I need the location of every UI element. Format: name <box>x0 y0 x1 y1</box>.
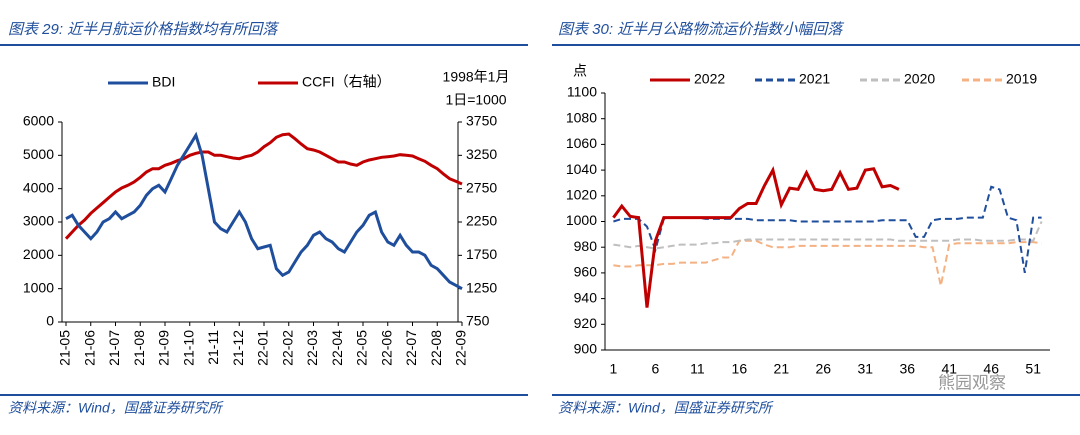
y-tick-label: 2000 <box>23 246 54 262</box>
y2-tick-label: 750 <box>466 313 490 329</box>
y-tick-label: 1020 <box>566 187 597 203</box>
annotation: 1998年1月 <box>443 69 510 85</box>
x-tick-label: 22-02 <box>279 330 295 366</box>
x-tick-label: 51 <box>1025 361 1041 377</box>
y-tick-label: 1060 <box>566 135 597 151</box>
x-tick-label: 6 <box>651 361 659 377</box>
y-tick-label: 4000 <box>23 179 54 195</box>
y-tick-label: 1040 <box>566 161 597 177</box>
x-tick-label: 22-04 <box>329 330 345 366</box>
data-line <box>65 131 463 291</box>
y-tick-label: 0 <box>46 313 54 329</box>
legend-label: 2020 <box>904 71 935 87</box>
x-tick-label: 36 <box>899 361 915 377</box>
x-tick-label: 26 <box>816 361 832 377</box>
x-tick-label: 21-11 <box>205 330 221 365</box>
y-tick-label: 920 <box>574 315 598 331</box>
y-tick-label: 1080 <box>566 109 597 125</box>
y2-tick-label: 3250 <box>466 146 497 162</box>
legend-label: 2019 <box>1006 71 1037 87</box>
source: 资料来源：Wind，国盛证券研究所 <box>558 400 774 416</box>
data-line <box>612 165 900 308</box>
x-tick-label: 22-01 <box>255 330 271 366</box>
x-tick-label: 21-09 <box>156 330 172 366</box>
y2-tick-label: 2250 <box>466 213 497 229</box>
legend-label: 2021 <box>799 71 830 87</box>
x-tick-label: 22-07 <box>403 330 419 366</box>
y-tick-label: 900 <box>574 341 598 357</box>
x-tick-label: 21-06 <box>81 330 97 366</box>
y2-tick-label: 1750 <box>466 246 497 262</box>
x-tick-label: 21-07 <box>106 330 122 366</box>
y-tick-label: 1000 <box>566 212 597 228</box>
data-line <box>613 239 1042 287</box>
x-tick-label: 31 <box>857 361 873 377</box>
x-tick-label: 21 <box>774 361 790 377</box>
x-tick-label: 22-05 <box>354 330 370 366</box>
y2-tick-label: 2750 <box>466 179 497 195</box>
x-tick-label: 11 <box>690 361 705 377</box>
x-tick-label: 22-08 <box>428 330 444 366</box>
y-tick-label: 980 <box>574 238 598 254</box>
x-tick-label: 46 <box>983 361 999 377</box>
y-tick-label: 3000 <box>23 213 54 229</box>
x-tick-label: 16 <box>732 361 748 377</box>
source: 资料来源：Wind，国盛证券研究所 <box>8 400 224 416</box>
watermark: 熊园观察 <box>938 373 1006 392</box>
x-tick-label: 21-05 <box>57 330 73 366</box>
legend-label: CCFI（右轴） <box>302 74 391 90</box>
y-tick-label: 1000 <box>23 279 54 295</box>
x-tick-label: 22-06 <box>378 330 394 366</box>
y-tick-label: 1100 <box>567 84 597 100</box>
y-tick-label: 940 <box>574 289 598 305</box>
x-tick-label: 22-03 <box>304 330 320 366</box>
x-tick-label: 21-10 <box>180 330 196 366</box>
y-tick-label: 6000 <box>23 113 54 129</box>
y-axis-label: 点 <box>573 63 587 79</box>
x-tick-label: 21-08 <box>131 330 147 366</box>
chart-title: 图表 30: 近半月公路物流运价指数小幅回落 <box>558 21 844 38</box>
data-line <box>613 185 1042 274</box>
chart-title: 图表 29: 近半月航运价格指数均有所回落 <box>8 21 279 38</box>
y2-tick-label: 1250 <box>466 279 497 295</box>
x-tick-label: 41 <box>941 361 957 377</box>
y-tick-label: 5000 <box>23 146 54 162</box>
x-tick-label: 22-09 <box>453 330 469 366</box>
data-line <box>613 221 1043 250</box>
annotation: 1日=1000 <box>445 92 506 108</box>
data-line <box>64 132 463 240</box>
y2-tick-label: 3750 <box>466 113 497 129</box>
x-tick-label: 1 <box>609 361 617 377</box>
legend-label: 2022 <box>694 71 725 87</box>
x-tick-label: 21-12 <box>230 330 246 366</box>
legend-label: BDI <box>152 74 175 90</box>
y-tick-label: 960 <box>574 264 598 280</box>
